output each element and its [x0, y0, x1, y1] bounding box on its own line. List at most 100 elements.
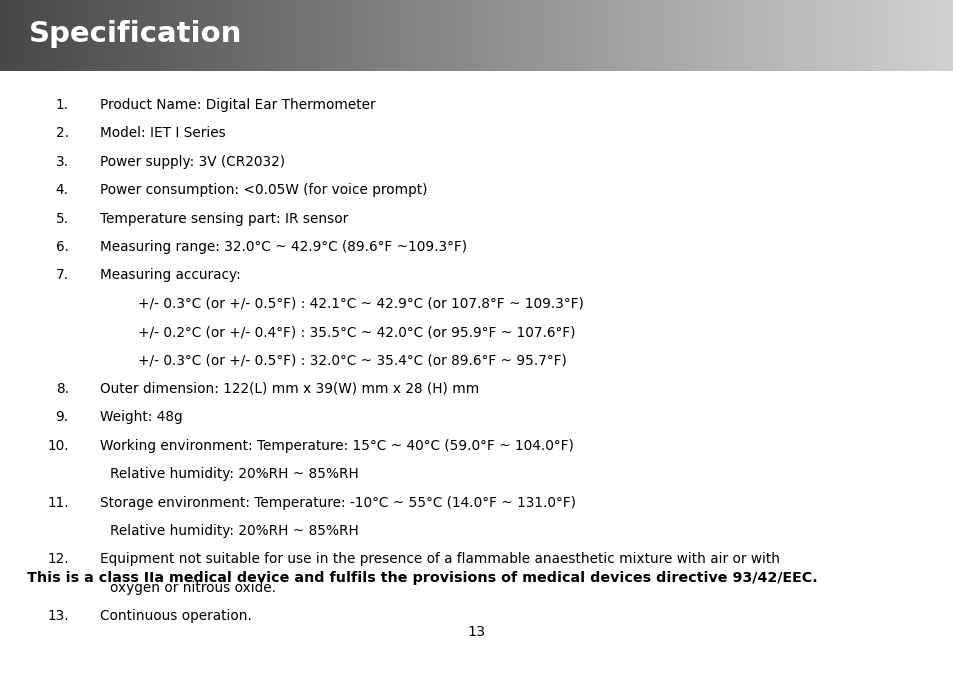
Bar — [375, 0, 379, 71]
Bar — [931, 0, 935, 71]
Bar — [460, 0, 465, 71]
Bar — [340, 0, 344, 71]
Bar — [159, 0, 163, 71]
Bar — [102, 0, 106, 71]
Bar — [740, 0, 744, 71]
Text: Equipment not suitable for use in the presence of a flammable anaesthetic mixtur: Equipment not suitable for use in the pr… — [100, 552, 780, 566]
Text: 12.: 12. — [47, 552, 69, 566]
Bar — [416, 0, 420, 71]
Bar — [117, 0, 122, 71]
Bar — [295, 0, 299, 71]
Bar — [324, 0, 328, 71]
Bar — [781, 0, 785, 71]
Bar — [641, 0, 646, 71]
Bar — [531, 0, 535, 71]
Bar — [219, 0, 223, 71]
Bar — [232, 0, 236, 71]
Bar — [515, 0, 518, 71]
Bar — [312, 0, 315, 71]
Bar — [677, 0, 680, 71]
Bar — [302, 0, 306, 71]
Bar — [413, 0, 417, 71]
Bar — [788, 0, 792, 71]
Bar — [826, 0, 830, 71]
Bar — [112, 0, 115, 71]
Bar — [772, 0, 776, 71]
Bar — [632, 0, 637, 71]
Bar — [912, 0, 916, 71]
Bar — [575, 0, 579, 71]
Bar — [619, 0, 623, 71]
Bar — [496, 0, 499, 71]
Bar — [565, 0, 570, 71]
Text: Temperature sensing part: IR sensor: Temperature sensing part: IR sensor — [100, 212, 348, 226]
Bar — [327, 0, 332, 71]
Bar — [16, 0, 20, 71]
Bar — [146, 0, 151, 71]
Bar — [391, 0, 395, 71]
Bar — [245, 0, 249, 71]
Bar — [950, 0, 953, 71]
Bar — [660, 0, 665, 71]
Bar — [279, 0, 284, 71]
Text: +/- 0.2°C (or +/- 0.4°F) : 35.5°C ~ 42.0°C (or 95.9°F ~ 107.6°F): +/- 0.2°C (or +/- 0.4°F) : 35.5°C ~ 42.0… — [138, 325, 576, 339]
Bar — [893, 0, 897, 71]
Bar — [388, 0, 392, 71]
Bar — [658, 0, 661, 71]
Bar — [445, 0, 449, 71]
Bar — [877, 0, 881, 71]
Bar — [664, 0, 668, 71]
Bar — [238, 0, 242, 71]
Bar — [689, 0, 694, 71]
Text: Working environment: Temperature: 15°C ~ 40°C (59.0°F ~ 104.0°F): Working environment: Temperature: 15°C ~… — [100, 439, 574, 453]
Bar — [3, 0, 8, 71]
Bar — [10, 0, 13, 71]
Text: 9.: 9. — [55, 410, 69, 425]
Bar — [400, 0, 404, 71]
Bar — [83, 0, 87, 71]
Bar — [851, 0, 856, 71]
Bar — [683, 0, 687, 71]
Bar — [889, 0, 894, 71]
Bar — [832, 0, 837, 71]
Bar — [86, 0, 90, 71]
Bar — [346, 0, 351, 71]
Bar — [705, 0, 709, 71]
Bar — [626, 0, 630, 71]
Bar — [693, 0, 697, 71]
Bar — [572, 0, 576, 71]
Bar — [403, 0, 408, 71]
Bar — [562, 0, 566, 71]
Bar — [222, 0, 227, 71]
Bar — [845, 0, 849, 71]
Bar — [19, 0, 23, 71]
Text: Power consumption: <0.05W (for voice prompt): Power consumption: <0.05W (for voice pro… — [100, 183, 427, 197]
Bar — [165, 0, 170, 71]
Bar — [152, 0, 156, 71]
Bar — [308, 0, 313, 71]
Bar — [331, 0, 335, 71]
Bar — [864, 0, 868, 71]
Bar — [257, 0, 261, 71]
Bar — [54, 0, 58, 71]
Text: +/- 0.3°C (or +/- 0.5°F) : 32.0°C ~ 35.4°C (or 89.6°F ~ 95.7°F): +/- 0.3°C (or +/- 0.5°F) : 32.0°C ~ 35.4… — [138, 354, 567, 368]
Bar — [73, 0, 77, 71]
Bar — [464, 0, 468, 71]
Text: Measuring range: 32.0°C ~ 42.9°C (89.6°F ~109.3°F): Measuring range: 32.0°C ~ 42.9°C (89.6°F… — [100, 240, 467, 254]
Bar — [584, 0, 589, 71]
Bar — [397, 0, 401, 71]
Bar — [378, 0, 382, 71]
Bar — [251, 0, 255, 71]
Bar — [483, 0, 487, 71]
Bar — [162, 0, 166, 71]
Bar — [143, 0, 147, 71]
Bar — [937, 0, 942, 71]
Bar — [803, 0, 808, 71]
Bar — [667, 0, 671, 71]
Bar — [639, 0, 642, 71]
Bar — [934, 0, 938, 71]
Bar — [22, 0, 27, 71]
Bar — [645, 0, 649, 71]
Bar — [883, 0, 887, 71]
Bar — [124, 0, 128, 71]
